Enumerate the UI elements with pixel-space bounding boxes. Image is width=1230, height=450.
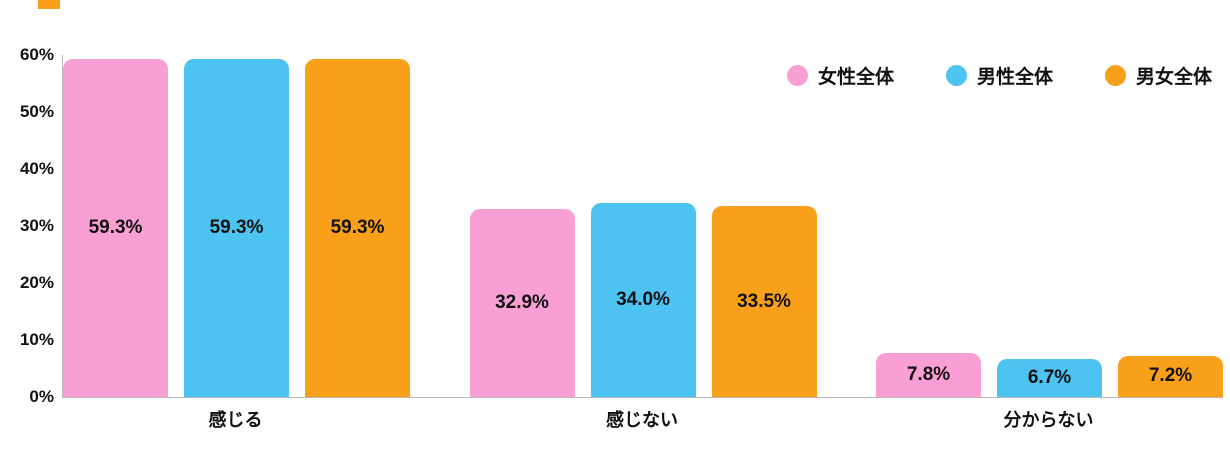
bar-series-3-cat-2: 33.5% — [711, 206, 817, 397]
bar-group-1: 59.3% 59.3% 59.3% — [63, 55, 410, 397]
legend-item-3: 男女全体 — [1104, 62, 1212, 89]
bar-series-2-cat-3: 6.7% — [997, 358, 1102, 397]
legend-dot-icon — [1104, 65, 1126, 86]
bar-value-label: 7.8% — [906, 363, 951, 385]
y-tick-label: 50% — [19, 102, 54, 121]
legend-item-1: 女性全体 — [786, 62, 894, 89]
bar-value-label: 59.3% — [209, 217, 264, 238]
bar-value-label: 59.3% — [330, 217, 385, 238]
bar-value-label: 7.2% — [1148, 365, 1193, 387]
bar-value-label: 59.3% — [88, 217, 143, 238]
legend-dot-icon — [945, 65, 967, 86]
bar-series-2-cat-2: 34.0% — [590, 203, 696, 397]
legend-dot-icon — [786, 65, 808, 86]
bar-series-3-cat-3: 7.2% — [1118, 355, 1223, 397]
plot-area: 59.3% 59.3% 59.3% 32.9% 34.0% 33.5% 7.8% 6.7% 7.… — [62, 55, 1223, 398]
bar-series-2-cat-1: 59.3% — [184, 59, 289, 397]
x-axis-labels: 感じる 感じない 分からない — [62, 406, 1222, 432]
y-tick-label: 10% — [19, 330, 54, 349]
bar-series-1-cat-2: 32.9% — [469, 209, 575, 397]
legend-label: 女性全体 — [817, 67, 894, 88]
bar-value-label: 32.9% — [495, 292, 549, 314]
y-tick-label: 20% — [19, 273, 54, 292]
title-accent — [38, 0, 60, 9]
bar-series-1-cat-1: 59.3% — [63, 59, 168, 397]
legend: 女性全体 男性全体 男女全体 — [786, 62, 1212, 89]
legend-label: 男女全体 — [1135, 67, 1212, 88]
bar-series-3-cat-1: 59.3% — [305, 59, 410, 397]
legend-item-2: 男性全体 — [945, 62, 1053, 89]
y-tick-label: 40% — [19, 159, 54, 178]
bar-value-label: 6.7% — [1027, 366, 1072, 388]
bar-series-1-cat-3: 7.8% — [876, 352, 981, 397]
y-tick-label: 30% — [19, 216, 54, 235]
category-label-1: 感じる — [208, 410, 263, 430]
y-tick-label: 0% — [29, 387, 54, 406]
bar-group-2: 32.9% 34.0% 33.5% — [469, 55, 817, 397]
bar-value-label: 33.5% — [737, 290, 791, 312]
bar-group-3: 7.8% 6.7% 7.2% — [876, 55, 1223, 397]
category-label-2: 感じない — [606, 410, 678, 430]
bar-value-label: 34.0% — [616, 289, 670, 311]
legend-label: 男性全体 — [976, 67, 1053, 88]
category-label-3: 分からない — [1003, 410, 1094, 430]
y-tick-label: 60% — [19, 45, 54, 64]
